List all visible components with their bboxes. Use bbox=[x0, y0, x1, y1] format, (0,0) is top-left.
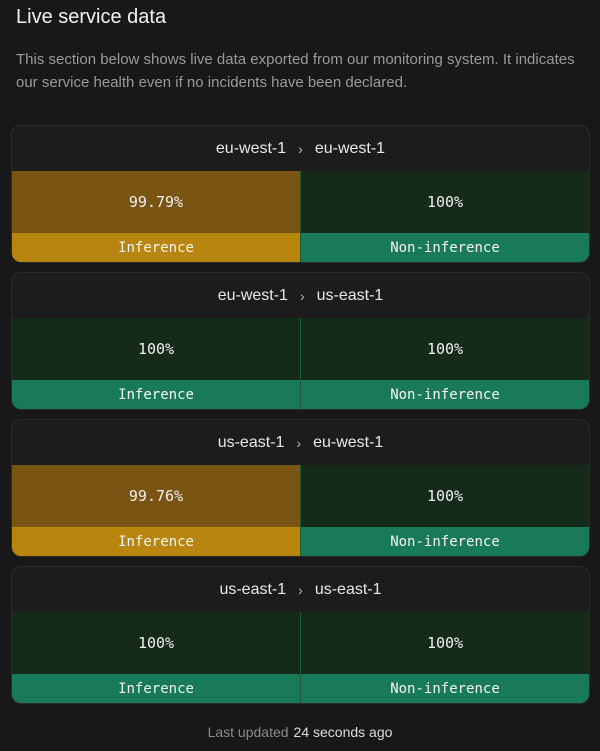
route-from: us-east-1 bbox=[217, 433, 285, 451]
footer: Last updated 24 seconds ago bbox=[0, 724, 600, 740]
uptime-value: 100% bbox=[301, 465, 589, 527]
route-header: eu-west-1 › eu-west-1 bbox=[12, 126, 589, 171]
route-card: eu-west-1 › us-east-1 100% Inference 100% Non-… bbox=[11, 272, 590, 410]
chevron-icon: › bbox=[299, 287, 305, 304]
chevron-icon: › bbox=[298, 581, 303, 598]
route-to: eu-west-1 bbox=[314, 139, 386, 157]
route-to: us-east-1 bbox=[316, 286, 384, 304]
uptime-value: 100% bbox=[12, 612, 300, 674]
traffic-label: Non-inference bbox=[301, 527, 589, 556]
traffic-label: Non-inference bbox=[301, 674, 589, 703]
status-cell: 100% Non-inference bbox=[300, 465, 589, 556]
title: Live service data bbox=[16, 6, 167, 28]
traffic-label: Non-inference bbox=[301, 233, 589, 262]
footer-label: Last updated bbox=[207, 724, 289, 740]
status-cell: 100% Non-inference bbox=[300, 612, 589, 703]
footer-time: 24 seconds ago bbox=[293, 724, 393, 740]
traffic-label: Inference bbox=[12, 527, 300, 556]
uptime-value: 100% bbox=[301, 612, 589, 674]
route-header: us-east-1 › eu-west-1 bbox=[12, 420, 589, 465]
status-cell: 99.76% Inference bbox=[12, 465, 300, 556]
traffic-label: Inference bbox=[12, 233, 300, 262]
route-to: eu-west-1 bbox=[313, 433, 384, 451]
status-row: 100% Inference 100% Non-inference bbox=[12, 612, 589, 703]
status-row: 99.76% Inference 100% Non-inference bbox=[12, 465, 589, 556]
uptime-value: 99.79% bbox=[12, 171, 300, 233]
uptime-value: 100% bbox=[301, 171, 589, 233]
route-header: us-east-1 › us-east-1 bbox=[12, 567, 589, 612]
route-from: us-east-1 bbox=[219, 580, 287, 598]
chevron-icon: › bbox=[298, 140, 303, 157]
status-cell: 100% Inference bbox=[12, 612, 300, 703]
status-cell: 99.79% Inference bbox=[12, 171, 300, 262]
traffic-label: Non-inference bbox=[301, 380, 589, 409]
status-cell: 100% Inference bbox=[12, 318, 300, 409]
traffic-label: Inference bbox=[12, 380, 300, 409]
uptime-value: 100% bbox=[301, 318, 589, 380]
uptime-value: 99.76% bbox=[12, 465, 300, 527]
status-cell: 100% Non-inference bbox=[300, 318, 589, 409]
route-card: us-east-1 › us-east-1 100% Inference 100% Non-… bbox=[11, 566, 590, 704]
status-row: 100% Inference 100% Non-inference bbox=[12, 318, 589, 409]
route-card: eu-west-1 › eu-west-1 99.79% Inference 100% No… bbox=[11, 125, 590, 263]
route-from: eu-west-1 bbox=[217, 286, 288, 304]
route-card: us-east-1 › eu-west-1 99.76% Inference 100% No… bbox=[11, 419, 590, 557]
status-row: 99.79% Inference 100% Non-inference bbox=[12, 171, 589, 262]
chevron-icon: › bbox=[296, 434, 302, 451]
route-to: us-east-1 bbox=[314, 580, 382, 598]
route-from: eu-west-1 bbox=[215, 139, 287, 157]
uptime-value: 100% bbox=[12, 318, 300, 380]
status-cell: 100% Non-inference bbox=[300, 171, 589, 262]
description: This section below shows live data expor… bbox=[16, 51, 575, 91]
traffic-label: Inference bbox=[12, 674, 300, 703]
route-header: eu-west-1 › us-east-1 bbox=[12, 273, 589, 318]
